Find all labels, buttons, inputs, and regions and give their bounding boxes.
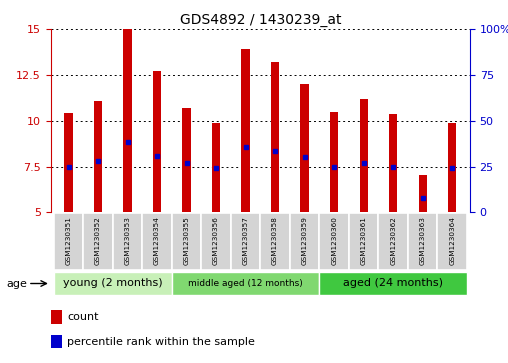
Bar xyxy=(51,335,61,348)
Bar xyxy=(271,62,279,212)
Text: GSM1230360: GSM1230360 xyxy=(331,216,337,265)
Text: GSM1230358: GSM1230358 xyxy=(272,216,278,265)
Text: aged (24 months): aged (24 months) xyxy=(343,278,443,288)
Text: middle aged (12 months): middle aged (12 months) xyxy=(188,278,303,287)
Bar xyxy=(83,213,113,270)
Bar xyxy=(378,213,408,270)
Bar xyxy=(201,213,231,270)
Bar xyxy=(290,213,320,270)
Text: young (2 months): young (2 months) xyxy=(63,278,163,288)
Bar xyxy=(172,272,320,295)
Bar xyxy=(212,123,220,212)
Bar xyxy=(419,175,427,212)
Text: GSM1230353: GSM1230353 xyxy=(124,216,131,265)
Text: count: count xyxy=(67,312,99,322)
Text: GSM1230357: GSM1230357 xyxy=(243,216,248,265)
Text: GSM1230352: GSM1230352 xyxy=(95,216,101,265)
Text: GSM1230364: GSM1230364 xyxy=(449,216,455,265)
Bar xyxy=(54,272,172,295)
Bar xyxy=(301,84,309,212)
Text: GSM1230356: GSM1230356 xyxy=(213,216,219,265)
Bar xyxy=(448,123,456,212)
Title: GDS4892 / 1430239_at: GDS4892 / 1430239_at xyxy=(180,13,341,26)
Bar xyxy=(172,213,201,270)
Bar xyxy=(349,213,378,270)
Bar xyxy=(389,114,397,212)
Text: GSM1230354: GSM1230354 xyxy=(154,216,160,265)
Text: GSM1230351: GSM1230351 xyxy=(66,216,72,265)
Bar xyxy=(260,213,290,270)
Bar xyxy=(54,213,83,270)
Text: GSM1230361: GSM1230361 xyxy=(361,216,367,265)
Bar xyxy=(320,213,349,270)
Bar xyxy=(320,272,467,295)
Text: age: age xyxy=(6,278,27,289)
Text: GSM1230362: GSM1230362 xyxy=(390,216,396,265)
Bar xyxy=(142,213,172,270)
Bar xyxy=(330,111,338,212)
Bar xyxy=(65,113,73,212)
Bar xyxy=(123,29,132,212)
Bar xyxy=(113,213,142,270)
Bar xyxy=(437,213,467,270)
Bar xyxy=(182,108,190,212)
Text: GSM1230355: GSM1230355 xyxy=(183,216,189,265)
Text: GSM1230363: GSM1230363 xyxy=(420,216,426,265)
Bar xyxy=(360,99,368,212)
Bar xyxy=(153,71,161,212)
Text: percentile rank within the sample: percentile rank within the sample xyxy=(67,337,255,347)
Text: GSM1230359: GSM1230359 xyxy=(302,216,308,265)
Bar xyxy=(231,213,260,270)
Bar xyxy=(241,49,250,212)
Bar xyxy=(408,213,437,270)
Bar xyxy=(51,310,61,324)
Bar xyxy=(94,101,102,212)
